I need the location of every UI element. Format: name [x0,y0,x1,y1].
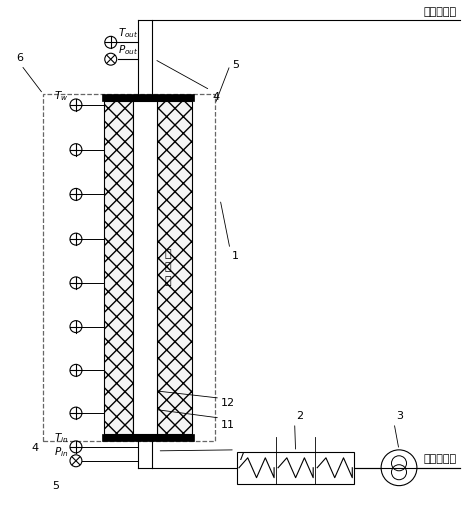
Text: 接实验回路: 接实验回路 [424,7,457,18]
Bar [133,101,158,434]
Text: 5: 5 [53,481,60,490]
Bar [102,94,194,101]
Text: 2: 2 [297,411,304,421]
Text: 1: 1 [232,251,239,261]
Text: 接实验回路: 接实验回路 [424,454,457,464]
Text: $T_{out}$: $T_{out}$ [118,26,138,40]
Text: $T_{in}$: $T_{in}$ [54,431,68,445]
Text: 4: 4 [212,92,219,102]
Text: 4: 4 [31,443,38,453]
Bar [237,452,354,484]
Text: 保
温
棉: 保 温 棉 [164,249,171,285]
Text: 3: 3 [396,411,403,421]
Text: 12: 12 [221,398,235,408]
Bar [104,101,133,434]
Text: 6: 6 [16,53,23,63]
Text: $P_{in}$: $P_{in}$ [54,445,68,459]
Text: $P_{out}$: $P_{out}$ [118,44,138,57]
Bar [158,101,192,434]
Text: 11: 11 [221,420,235,430]
Text: $T_w$: $T_w$ [54,89,68,103]
Text: 5: 5 [232,60,239,70]
Bar [102,434,194,441]
Text: 7: 7 [237,452,244,462]
